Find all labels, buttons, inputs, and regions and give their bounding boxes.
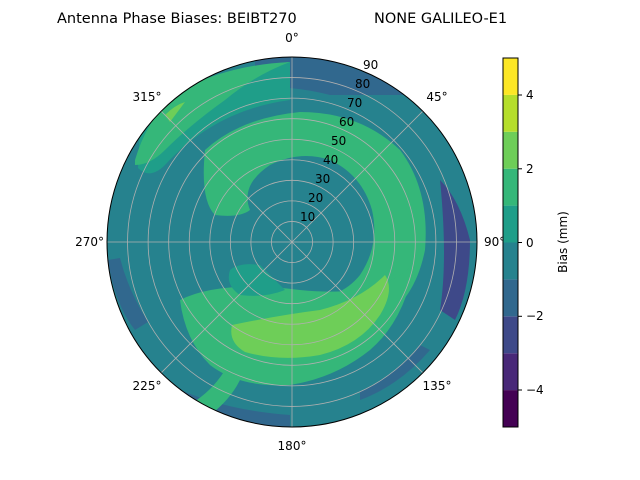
colorbar-ticks	[518, 94, 522, 391]
radial-tick-40: 40	[323, 153, 338, 167]
radial-tick-80: 80	[355, 77, 370, 91]
angle-tick-45: 45°	[426, 90, 447, 104]
chart-title: Antenna Phase Biases: BEIBT270	[57, 11, 297, 27]
colorbar: 4 2 0 −2 −4 Bias (mm)	[502, 57, 570, 428]
colorbar-blocks	[503, 58, 518, 427]
colorbar-tick-2: 2	[526, 162, 534, 176]
colorbar-level-1	[503, 353, 518, 391]
radial-tick-90: 90	[363, 58, 378, 72]
colorbar-tick-4: 4	[526, 88, 534, 102]
colorbar-level-9	[503, 58, 518, 95]
angle-tick-180: 180°	[278, 439, 307, 453]
colorbar-level-7	[503, 131, 518, 169]
radial-tick-60: 60	[339, 115, 354, 129]
radial-tick-labels: 10 20 30 40 50 60 70 80 90	[300, 58, 378, 224]
angle-tick-90: 90°	[484, 235, 505, 249]
angular-tick-labels: 0° 45° 90° 135° 180° 225° 270° 315°	[75, 31, 505, 453]
radial-tick-10: 10	[300, 210, 315, 224]
colorbar-level-4	[503, 242, 518, 280]
colorbar-tick-neg2: −2	[526, 309, 544, 323]
colorbar-tick-neg4: −4	[526, 383, 544, 397]
chart-subtitle: NONE GALILEO-E1	[374, 11, 507, 27]
colorbar-level-8	[503, 94, 518, 132]
angle-tick-225: 225°	[133, 379, 162, 393]
colorbar-tick-0: 0	[526, 236, 534, 250]
angle-tick-270: 270°	[75, 235, 104, 249]
radial-tick-50: 50	[331, 134, 346, 148]
colorbar-level-2	[503, 316, 518, 354]
polar-plot-area: 10 20 30 40 50 60 70 80 90 0° 45° 90° 13…	[75, 31, 505, 453]
colorbar-level-0	[503, 390, 518, 427]
colorbar-label: Bias (mm)	[556, 211, 570, 273]
colorbar-level-5	[503, 205, 518, 243]
colorbar-level-3	[503, 279, 518, 317]
angle-tick-0: 0°	[285, 31, 299, 45]
radial-tick-70: 70	[347, 96, 362, 110]
colorbar-level-6	[503, 168, 518, 206]
radial-tick-30: 30	[315, 172, 330, 186]
angle-tick-315: 315°	[133, 90, 162, 104]
radial-tick-20: 20	[308, 191, 323, 205]
polar-frame	[106, 56, 478, 428]
angular-grid	[107, 57, 477, 427]
angle-tick-135: 135°	[423, 379, 452, 393]
